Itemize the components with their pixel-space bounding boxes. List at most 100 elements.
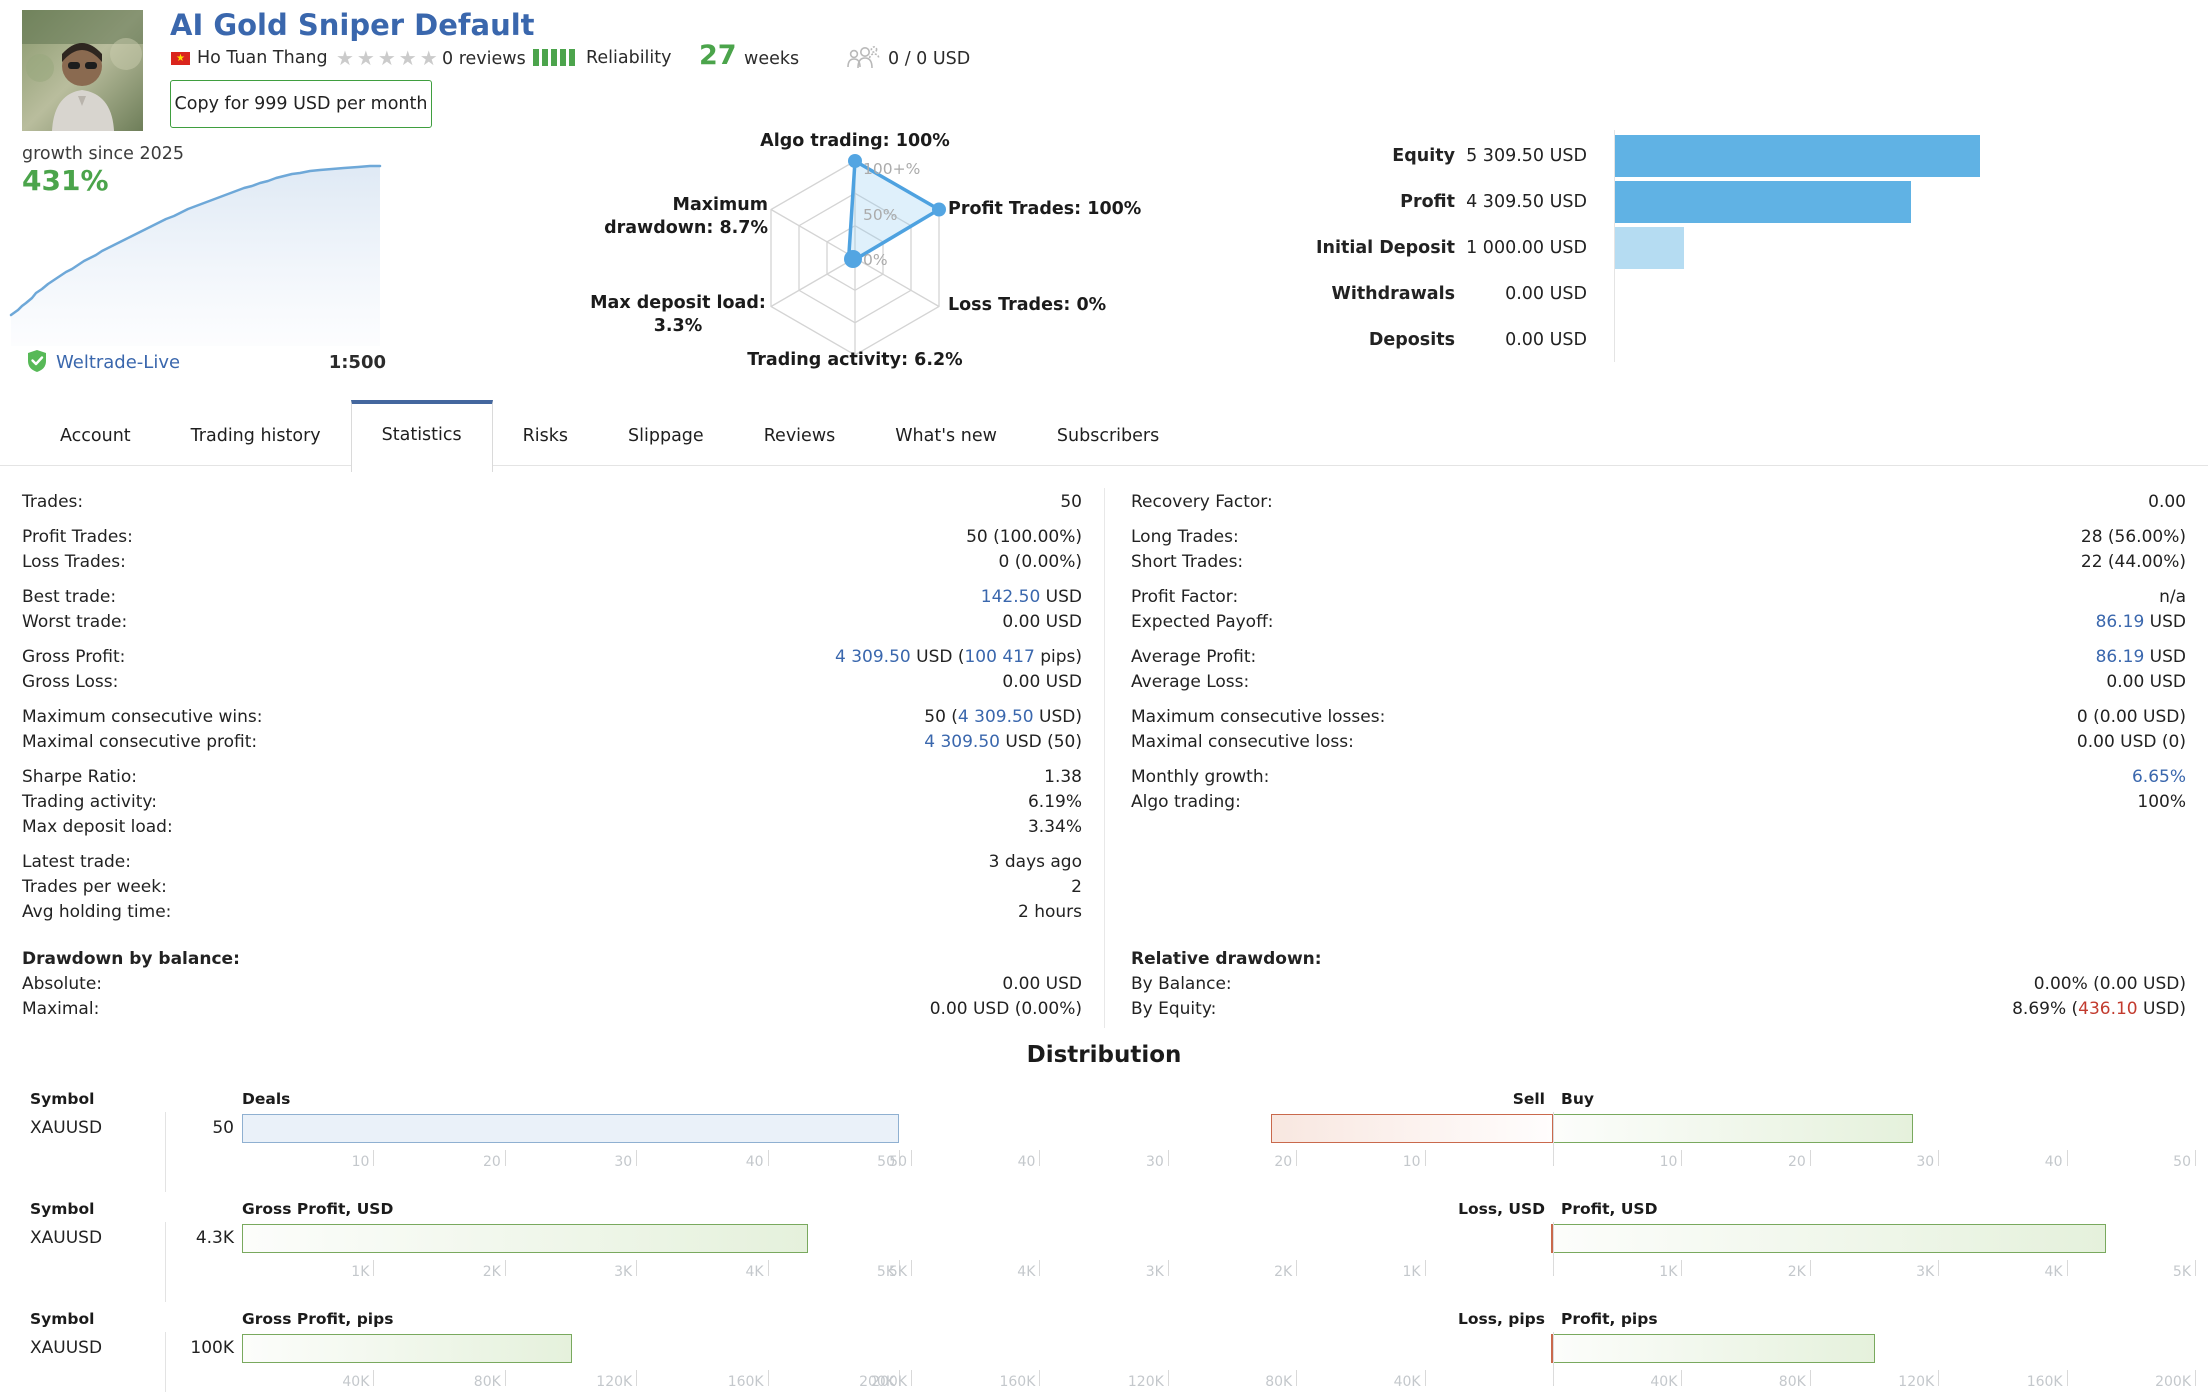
deals-chart: 10 20 30 40 50 bbox=[242, 1114, 900, 1200]
gross-profit-pips-value: 100K bbox=[190, 1338, 234, 1358]
sell-header: Sell bbox=[1512, 1090, 1545, 1108]
radar-chart: 100+% 50% 0% bbox=[630, 128, 1080, 372]
stat-recovery-factor: Recovery Factor: 0.00 bbox=[1131, 492, 2186, 512]
buy-bar bbox=[1553, 1114, 1913, 1143]
stat-worst-trade: Worst trade: 0.00 USD bbox=[22, 612, 1082, 632]
verified-shield-icon bbox=[26, 349, 48, 377]
distribution-deals-row: Symbol Deals Sell Buy XAUUSD 50 10 20 30 40… bbox=[0, 1090, 2208, 1200]
reviews-link[interactable]: 0 reviews bbox=[442, 49, 526, 69]
copy-signal-button[interactable]: Copy for 999 USD per month bbox=[170, 80, 432, 128]
author-link[interactable]: Ho Tuan Thang bbox=[197, 48, 328, 68]
distribution-section: Distribution Symbol Deals Sell Buy XAUUS… bbox=[0, 1040, 2208, 1392]
deals-bar bbox=[242, 1114, 899, 1143]
subscribers-funds: 0 / 0 USD bbox=[888, 49, 971, 69]
stat-best-trade: Best trade: 142.50 USD bbox=[22, 587, 1082, 607]
equity-row: Equity 5 309.50 USD bbox=[1330, 133, 2208, 179]
stats-column-left: Trades: 50 Profit Trades: 50 (100.00%) Los… bbox=[0, 490, 1104, 925]
radar-ring-middle: 50% bbox=[863, 206, 897, 224]
stat-max-consec-profit: Maximal consecutive profit: 4 309.50 USD … bbox=[22, 732, 1082, 752]
tab-account[interactable]: Account bbox=[60, 426, 131, 446]
loss-pips-header: Loss, pips bbox=[1458, 1310, 1545, 1328]
loss-usd-bar bbox=[1551, 1224, 1553, 1253]
symbol-header: Symbol bbox=[30, 1310, 95, 1328]
tab-bar: Account Trading history Statistics Risks… bbox=[0, 400, 2208, 472]
stat-loss-trades: Loss Trades: 0 (0.00%) bbox=[22, 552, 1082, 572]
equity-label: Equity bbox=[1392, 146, 1455, 166]
broker-link[interactable]: Weltrade-Live bbox=[56, 352, 181, 373]
initial-deposit-label: Initial Deposit bbox=[1316, 238, 1455, 258]
sell-bar bbox=[1270, 1114, 1553, 1143]
stat-trading-activity: Trading activity: 6.19% bbox=[22, 792, 1082, 812]
page-title: AI Gold Sniper Default bbox=[170, 8, 535, 42]
radar-label-drawdown: Maximum drawdown: 8.7% bbox=[604, 195, 768, 238]
stat-sharpe-ratio: Sharpe Ratio: 1.38 bbox=[22, 767, 1082, 787]
star-rating: ★★★★★ bbox=[336, 46, 441, 70]
vietnam-flag-icon: ★ bbox=[171, 52, 190, 65]
stat-expected-payoff: Expected Payoff: 86.19 USD bbox=[1131, 612, 2186, 632]
loss-pips-bar bbox=[1551, 1334, 1553, 1363]
stat-max-consec-wins: Maximum consecutive wins: 50 (4 309.50 US… bbox=[22, 707, 1082, 727]
profit-label: Profit bbox=[1400, 192, 1455, 212]
stat-max-deposit-load: Max deposit load: 3.34% bbox=[22, 817, 1082, 837]
withdrawals-label: Withdrawals bbox=[1331, 284, 1455, 304]
deposits-value: 0.00 USD bbox=[1505, 330, 1587, 350]
profit-pips-bar bbox=[1553, 1334, 1876, 1363]
avatar bbox=[22, 10, 143, 131]
stat-trades: Trades: 50 bbox=[22, 492, 1082, 512]
tab-risks[interactable]: Risks bbox=[522, 426, 569, 446]
tab-trading-history[interactable]: Trading history bbox=[190, 426, 321, 446]
symbol-name: XAUUSD bbox=[30, 1338, 103, 1358]
symbol-header: Symbol bbox=[30, 1090, 95, 1108]
loss-profit-pips-chart: 200K 160K 120K 80K 40K 40K 80K 120K 160K 200K bbox=[871, 1332, 2196, 1392]
initial-deposit-bar bbox=[1615, 227, 1684, 269]
gross-profit-usd-bar bbox=[242, 1224, 809, 1253]
distribution-gross-profit-usd-row: Symbol Gross Profit, USD Loss, USD Profi… bbox=[0, 1200, 2208, 1310]
stat-avg-holding-time: Avg holding time: 2 hours bbox=[22, 902, 1082, 922]
sell-buy-chart: 50 40 30 20 10 10 20 30 40 50 bbox=[889, 1112, 2196, 1200]
withdrawals-value: 0.00 USD bbox=[1505, 284, 1587, 304]
buy-header: Buy bbox=[1561, 1090, 1594, 1108]
initial-deposit-row: Initial Deposit 1 000.00 USD bbox=[1316, 225, 2208, 271]
drawdown-by-balance: Drawdown by balance: Absolute: 0.00 USD M… bbox=[0, 947, 1104, 1022]
symbol-name: XAUUSD bbox=[30, 1228, 103, 1248]
stat-max-consec-loss: Maximal consecutive loss: 0.00 USD (0) bbox=[1131, 732, 2186, 752]
radar-label-algo: Algo trading: 100% bbox=[760, 131, 950, 151]
leverage-value: 1:500 bbox=[328, 352, 386, 373]
stat-latest-trade: Latest trade: 3 days ago bbox=[22, 852, 1082, 872]
deals-value: 50 bbox=[212, 1118, 234, 1138]
tab-whats-new[interactable]: What's new bbox=[895, 426, 997, 446]
tab-slippage[interactable]: Slippage bbox=[628, 426, 704, 446]
stat-gross-loss: Gross Loss: 0.00 USD bbox=[22, 672, 1082, 692]
stat-profit-trades: Profit Trades: 50 (100.00%) bbox=[22, 527, 1082, 547]
gross-profit-pips-bar bbox=[242, 1334, 572, 1363]
reliability-bars-icon bbox=[533, 49, 575, 66]
relative-drawdown: Relative drawdown: By Balance: 0.00% (0.0… bbox=[1104, 947, 2208, 1022]
weeks-label: weeks bbox=[744, 49, 800, 69]
growth-value: 431% bbox=[22, 164, 109, 197]
stat-short-trades: Short Trades: 22 (44.00%) bbox=[1131, 552, 2186, 572]
drawdown-maximal: Maximal: 0.00 USD (0.00%) bbox=[22, 999, 1082, 1019]
gross-profit-pips-header: Gross Profit, pips bbox=[242, 1310, 394, 1328]
stat-trades-per-week: Trades per week: 2 bbox=[22, 877, 1082, 897]
symbol-header: Symbol bbox=[30, 1200, 95, 1218]
stat-algo-trading: Algo trading: 100% bbox=[1131, 792, 2186, 812]
equity-bar bbox=[1615, 135, 1980, 177]
growth-label: growth since 2025 bbox=[22, 144, 185, 164]
account-bars-axis bbox=[1614, 130, 1615, 362]
tab-subscribers[interactable]: Subscribers bbox=[1056, 426, 1160, 446]
tab-reviews[interactable]: Reviews bbox=[763, 426, 836, 446]
tab-statistics[interactable]: Statistics bbox=[350, 400, 493, 472]
radar-label-loss-trades: Loss Trades: 0% bbox=[948, 295, 1107, 315]
radar-label-profit-trades: Profit Trades: 100% bbox=[948, 199, 1142, 219]
equity-value: 5 309.50 USD bbox=[1466, 146, 1587, 166]
profit-bar bbox=[1615, 181, 1911, 223]
withdrawals-row: Withdrawals 0.00 USD bbox=[1330, 271, 2208, 317]
initial-deposit-value: 1 000.00 USD bbox=[1466, 238, 1587, 258]
stat-average-profit: Average Profit: 86.19 USD bbox=[1131, 647, 2186, 667]
stat-average-loss: Average Loss: 0.00 USD bbox=[1131, 672, 2186, 692]
loss-profit-usd-chart: 5K 4K 3K 2K 1K 1K 2K 3K 4K 5K bbox=[889, 1222, 2196, 1310]
weeks-value: 27 bbox=[699, 40, 737, 71]
stats-column-right: Recovery Factor: 0.00 Long Trades: 28 (56.… bbox=[1104, 490, 2208, 815]
gross-profit-usd-header: Gross Profit, USD bbox=[242, 1200, 394, 1218]
